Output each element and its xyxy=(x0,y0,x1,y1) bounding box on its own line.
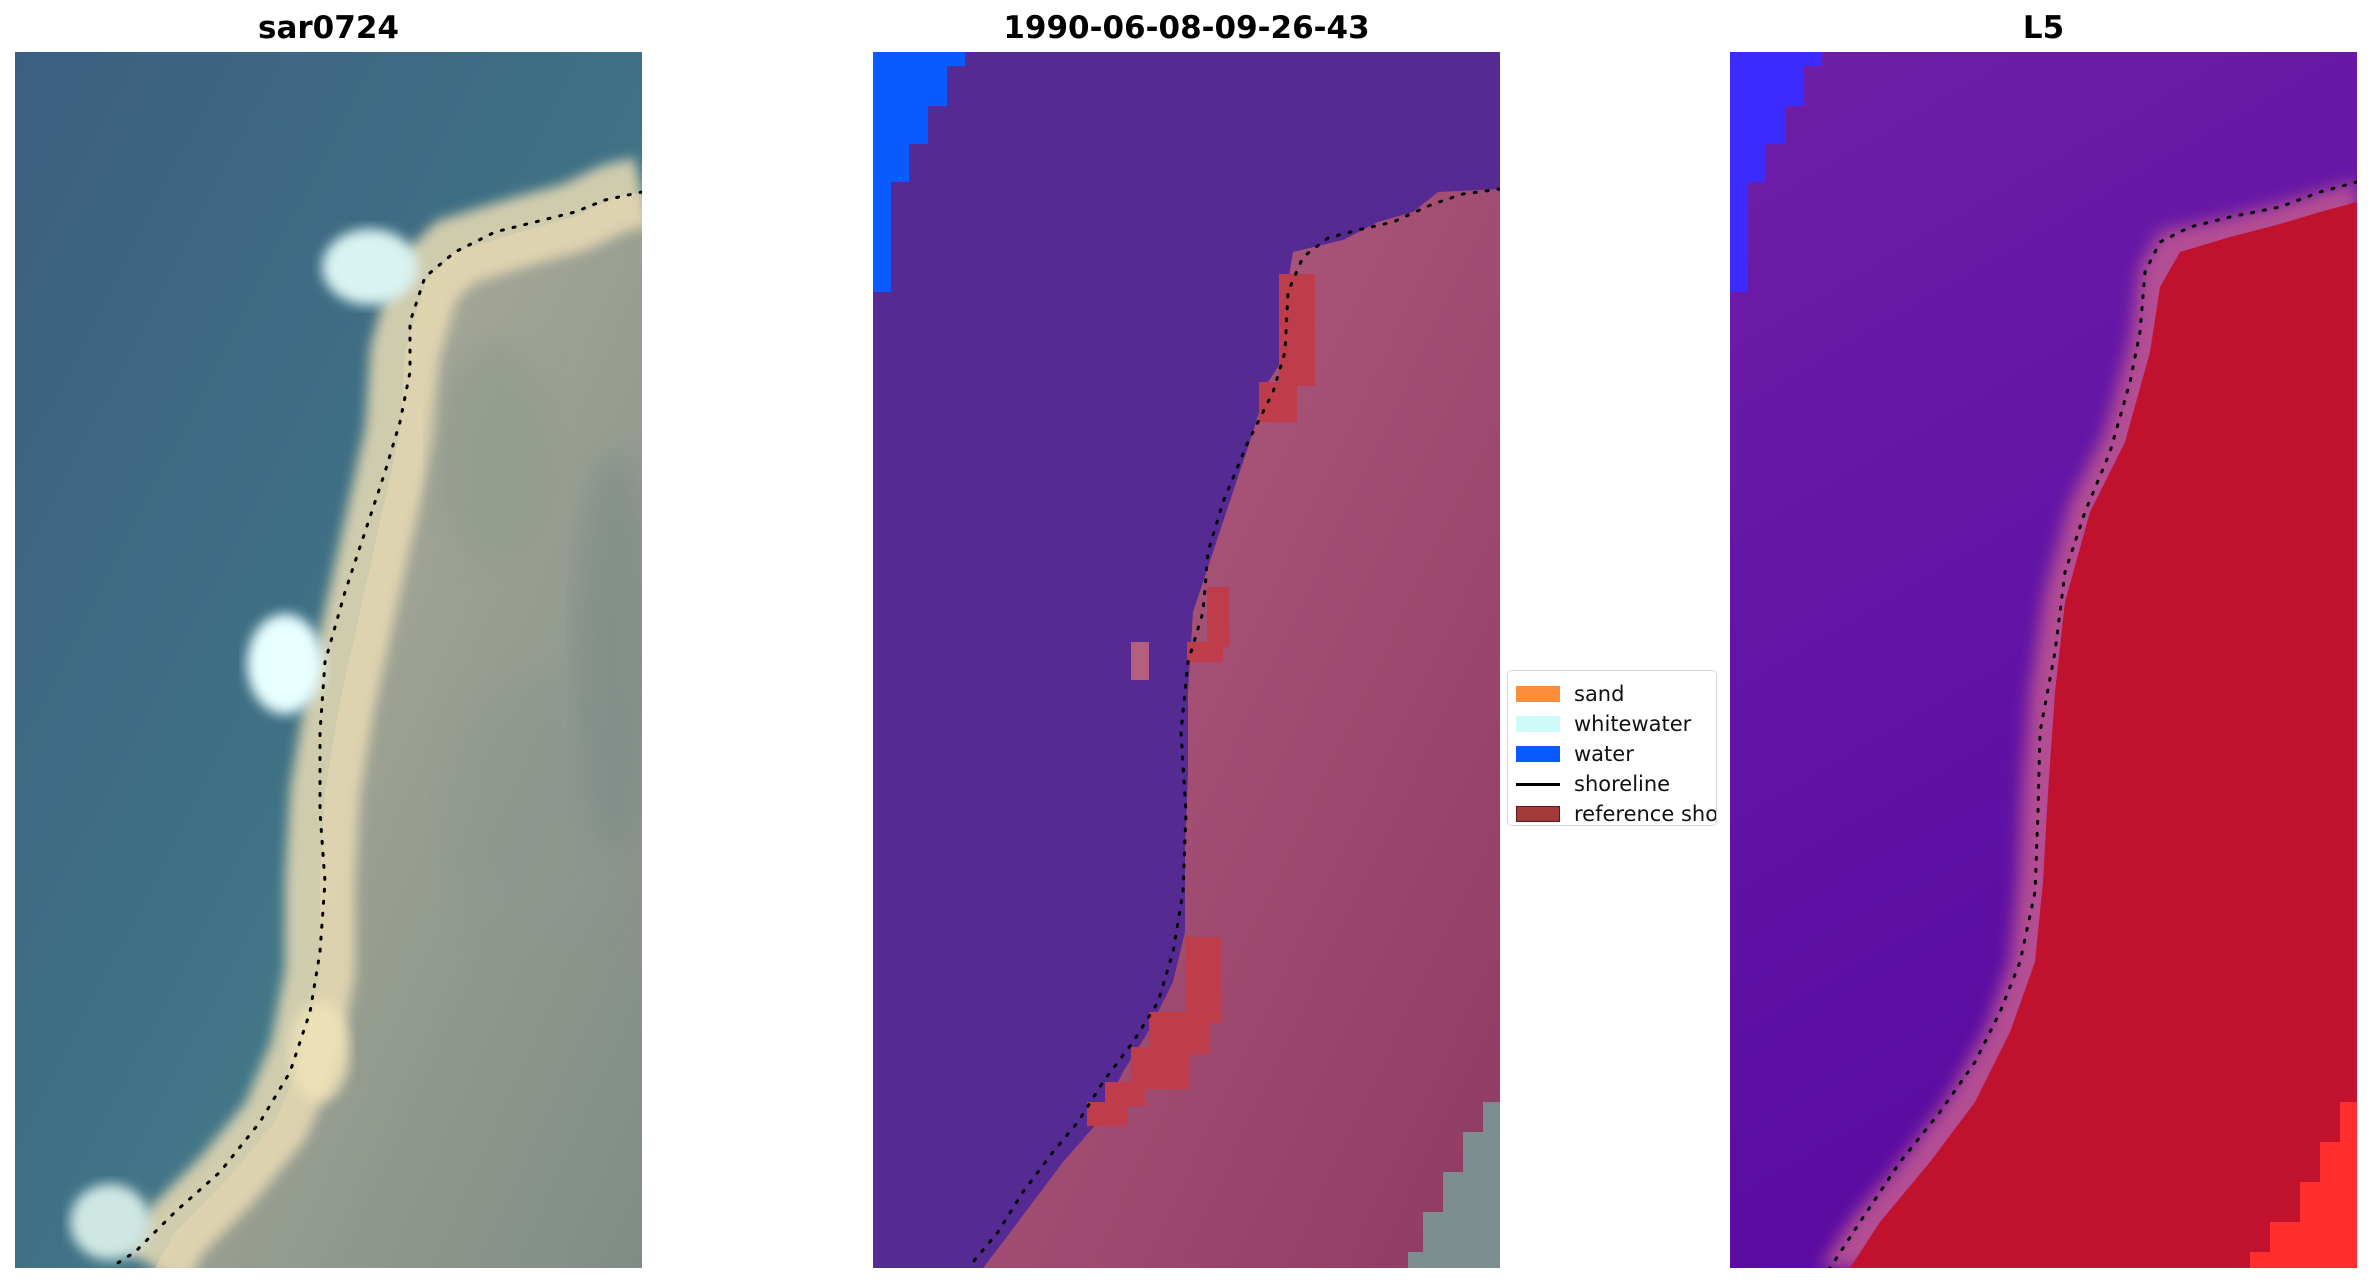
prob-blue-region xyxy=(1730,52,1822,292)
panel-title-rgb: sar0724 xyxy=(258,10,399,46)
isolated-land-pixel xyxy=(1131,642,1149,680)
shoreline-path xyxy=(966,187,1500,1268)
water-swatch xyxy=(1516,746,1560,762)
panel-title-probability: L5 xyxy=(2022,10,2065,46)
shoreline-path xyxy=(108,190,642,1268)
land-probability-region xyxy=(1850,202,2357,1268)
sand-swatch xyxy=(1516,686,1560,702)
classification-panel xyxy=(873,52,1500,1268)
rgb-image-panel xyxy=(15,52,642,1268)
legend-item-reference-shoreline: reference shoreline xyxy=(1516,799,1717,826)
legend-label: shoreline xyxy=(1574,772,1671,796)
legend-label: water xyxy=(1574,742,1634,766)
reference-shoreline-pixels xyxy=(1087,274,1315,1126)
legend-label: whitewater xyxy=(1574,712,1692,736)
legend-label: sand xyxy=(1574,682,1625,706)
legend: sand whitewater water shoreline referenc… xyxy=(1507,670,1717,826)
shoreline-path xyxy=(1828,180,2357,1268)
whitewater-patch xyxy=(322,229,418,305)
whitewater-patch xyxy=(247,614,323,714)
shoreline-line-swatch xyxy=(1516,782,1560,786)
panel-title-classification: 1990-06-08-09-26-43 xyxy=(1003,10,1370,46)
legend-label: reference shoreline xyxy=(1574,802,1717,826)
water-class-blue xyxy=(873,52,965,292)
reference-shoreline-swatch xyxy=(1516,806,1560,822)
rgb-satellite-image xyxy=(15,52,642,1268)
classification-image xyxy=(873,52,1500,1268)
probability-panel xyxy=(1730,52,2357,1268)
probability-image xyxy=(1730,52,2357,1268)
whitewater-swatch xyxy=(1516,716,1560,732)
legend-item-whitewater: whitewater xyxy=(1516,709,1691,739)
legend-item-sand: sand xyxy=(1516,679,1624,709)
whitewater-patch xyxy=(70,1184,150,1260)
land-class-region xyxy=(983,189,1500,1268)
legend-item-shoreline: shoreline xyxy=(1516,769,1670,799)
legend-item-water: water xyxy=(1516,739,1634,769)
